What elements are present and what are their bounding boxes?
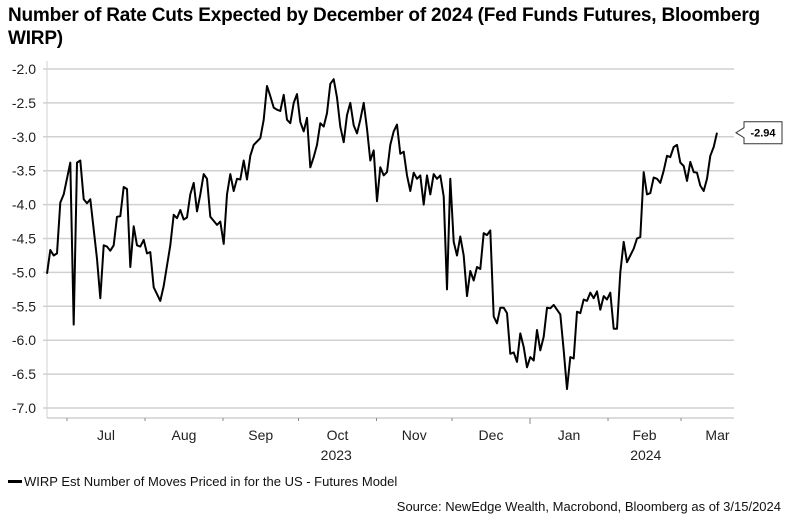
x-tick-label: Oct: [327, 427, 349, 443]
x-tick-label: Mar: [705, 427, 729, 443]
y-tick-label: -5.0: [12, 264, 36, 280]
chart-title: Number of Rate Cuts Expected by December…: [8, 5, 760, 49]
source-note: Source: NewEdge Wealth, Macrobond, Bloom…: [396, 499, 781, 514]
x-year-label: 2024: [630, 447, 661, 463]
callout-value: -2.94: [750, 128, 776, 140]
x-tick-label: Nov: [402, 427, 427, 443]
y-tick-label: -6.0: [12, 332, 36, 348]
y-tick-label: -3.5: [12, 163, 36, 179]
y-tick-label: -7.0: [12, 400, 36, 416]
x-tick-label: Feb: [632, 427, 656, 443]
x-tick-label: Dec: [479, 427, 504, 443]
x-tick-label: Aug: [172, 427, 197, 443]
callout-box: [735, 121, 783, 145]
legend-swatch: [8, 480, 22, 483]
x-axis: Jul Aug Sep Oct Nov Dec Jan Feb Mar 2023 2024: [47, 417, 734, 463]
gridlines: [43, 68, 734, 409]
legend: WIRP Est Number of Moves Priced in for t…: [8, 474, 397, 489]
y-axis: -2.0 -2.5 -3.0 -3.5 -4.0 -4.5 -5.0 -5.5 -6.0 -6.5…: [12, 61, 48, 418]
y-tick-label: -2.0: [12, 61, 36, 77]
last-value-callout: -2.94: [735, 121, 783, 145]
series-line: [46, 78, 718, 390]
x-year-label: 2023: [321, 447, 352, 463]
x-tick-label: Jul: [97, 427, 115, 443]
series-layer: [46, 78, 718, 390]
legend-label: WIRP Est Number of Moves Priced in for t…: [24, 474, 398, 489]
y-tick-label: -2.5: [12, 95, 36, 111]
x-tick-label: Jan: [558, 427, 581, 443]
y-tick-label: -4.0: [12, 197, 36, 213]
y-tick-label: -4.5: [12, 231, 36, 247]
y-tick-label: -5.5: [12, 298, 36, 314]
y-tick-label: -6.5: [12, 366, 36, 382]
y-tick-label: -3.0: [12, 129, 36, 145]
x-tick-label: Sep: [248, 427, 273, 443]
